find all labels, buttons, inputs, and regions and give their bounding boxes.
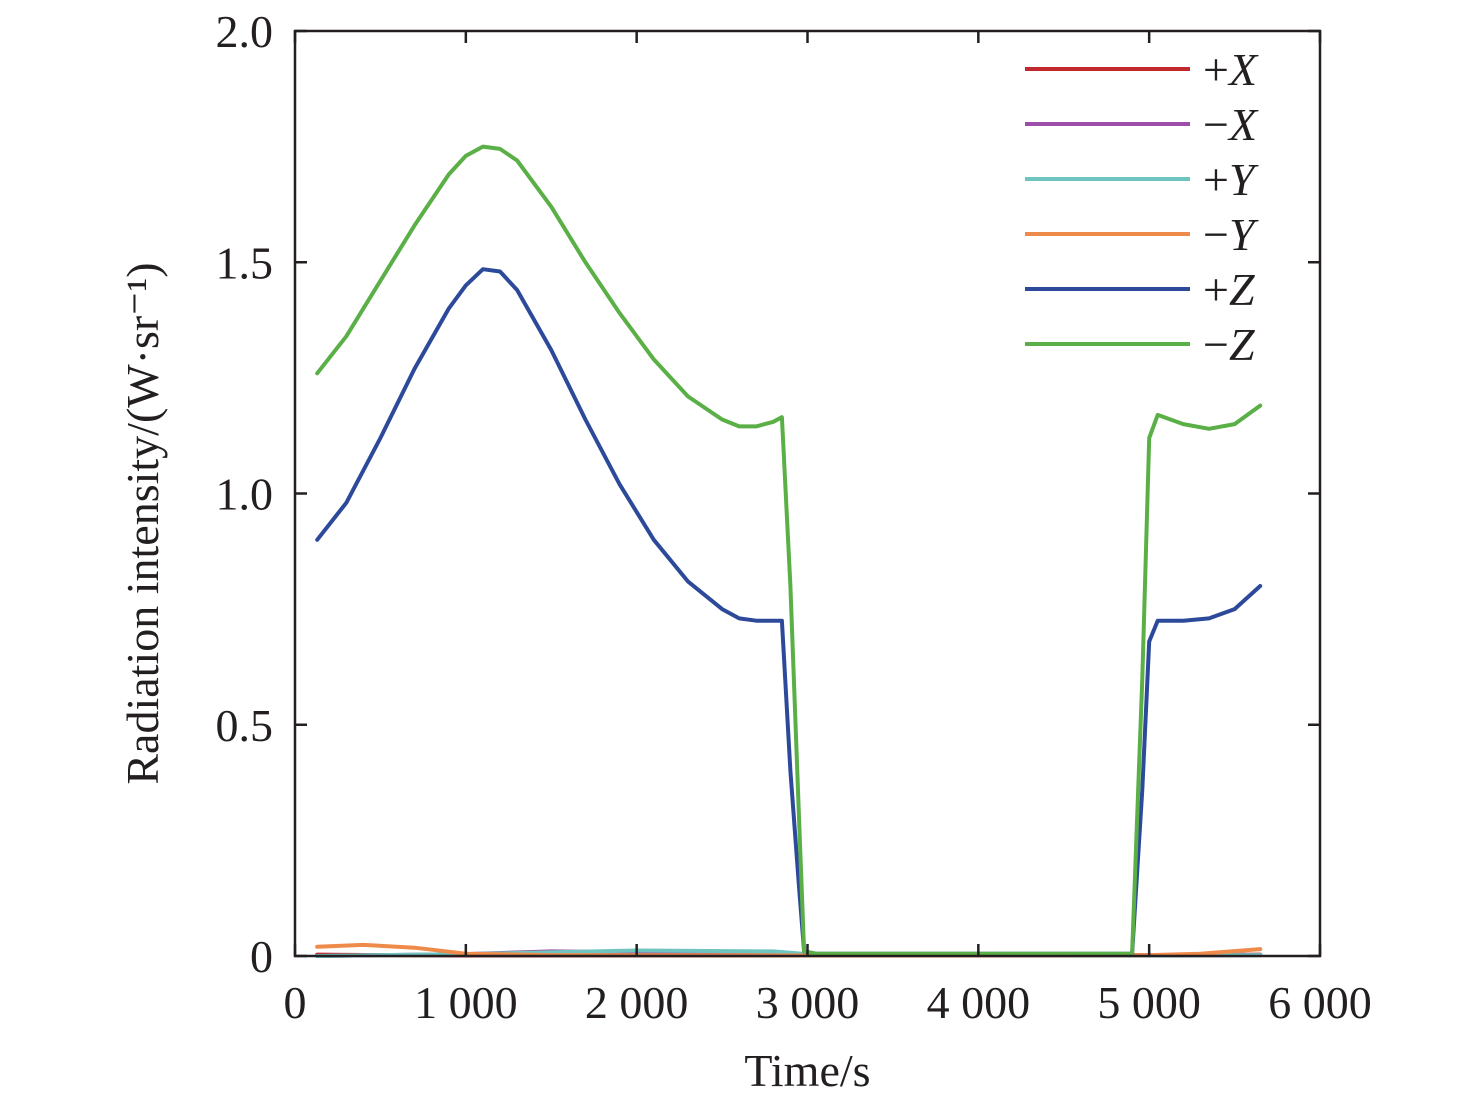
y-tick-label: 1.0 — [216, 469, 274, 520]
plot-frame — [293, 29, 1322, 958]
series-line-z-neg — [315, 144, 1263, 956]
legend-label: −Z — [1203, 319, 1255, 370]
x-tick-label: 2 000 — [585, 977, 689, 1028]
legend-entry: −Y — [1025, 209, 1259, 260]
legend: +X−X+Y−Y+Z−Z — [1025, 44, 1259, 370]
legend-entry: −Z — [1025, 319, 1255, 370]
legend-label: +Z — [1203, 264, 1255, 315]
x-tick-label: 1 000 — [414, 977, 518, 1028]
x-tick-label: 6 000 — [1268, 977, 1372, 1028]
axes: 0 1 000 2 000 3 000 4 000 5 000 6 000 0 0.5 1.0 1.… — [216, 6, 1372, 1028]
legend-label: −Y — [1203, 209, 1259, 260]
legend-entry: +X — [1025, 44, 1259, 95]
x-tick-label: 0 — [284, 977, 307, 1028]
legend-label: −X — [1203, 99, 1259, 150]
legend-entry: −X — [1025, 99, 1259, 150]
legend-label: +X — [1203, 44, 1259, 95]
legend-label: +Y — [1203, 154, 1259, 205]
legend-entry: +Y — [1025, 154, 1259, 205]
x-tick-label: 4 000 — [927, 977, 1031, 1028]
y-tick-label: 1.5 — [216, 237, 274, 288]
x-tick-label: 3 000 — [756, 977, 860, 1028]
y-tick-label: 0 — [250, 931, 273, 982]
legend-entry: +Z — [1025, 264, 1255, 315]
y-axis-title: Radiation intensity/(W·sr⁻¹) — [117, 262, 168, 784]
y-tick-label: 2.0 — [216, 6, 274, 57]
x-tick-label: 5 000 — [1097, 977, 1201, 1028]
y-tick-label: 0.5 — [216, 700, 274, 751]
series-line-z-pos — [315, 267, 1263, 956]
x-axis-title: Time/s — [744, 1045, 870, 1096]
plot-area — [315, 144, 1263, 958]
